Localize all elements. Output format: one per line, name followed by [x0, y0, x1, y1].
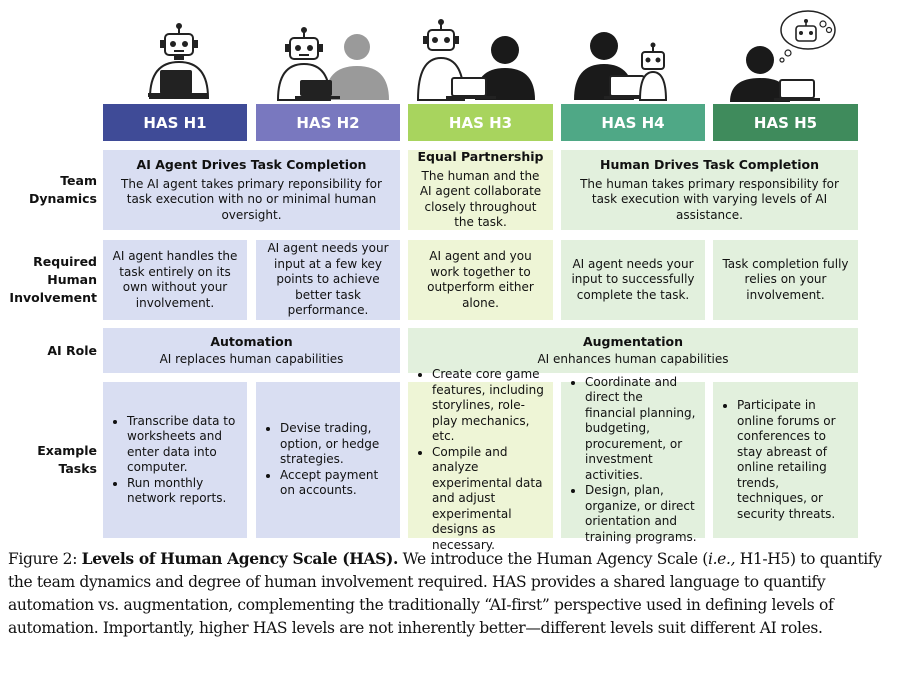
robot-and-human-equal-icon — [416, 19, 535, 101]
ai-role-automation-desc: AI replaces human capabilities — [159, 351, 344, 366]
list-item: Design, plan, organize, or direct orient… — [585, 483, 697, 545]
caption-text-b: H1-H5) to quantify the team dynamics and… — [8, 550, 882, 637]
tasks-h3: Create core game features, including sto… — [408, 367, 553, 552]
ai-role-augmentation-title: Augmentation — [582, 334, 684, 349]
team-dynamics-human-drives-desc: The human takes primary responsibility f… — [580, 176, 839, 222]
human-with-robot-helper-icon — [574, 32, 668, 101]
ai-role-augmentation-desc: AI enhances human capabilities — [537, 351, 729, 366]
ai-role-augmentation: Augmentation AI enhances human capabilit… — [408, 328, 858, 373]
figure-caption: Figure 2: Levels of Human Agency Scale (… — [8, 547, 892, 640]
team-dynamics-human-drives-title: Human Drives Task Completion — [599, 157, 819, 172]
team-dynamics-human-drives: Human Drives Task Completion The human t… — [561, 150, 858, 230]
robot-with-human-icon — [276, 27, 389, 101]
caption-bold: Levels of Human Agency Scale (HAS). — [81, 549, 399, 568]
ai-role-automation-title: Automation — [210, 334, 293, 349]
header-has-h2: HAS H2 — [256, 104, 400, 141]
involvement-h3: AI agent and you work together to outper… — [408, 240, 553, 320]
caption-label: Figure 2: — [8, 550, 78, 568]
team-dynamics-equal-title: Equal Partnership — [417, 149, 544, 165]
tasks-h5: Participate in online forums or conferen… — [713, 382, 858, 538]
team-dynamics-equal-desc: The human and the AI agent collaborate c… — [419, 168, 542, 230]
header-has-h5: HAS H5 — [713, 104, 858, 141]
involvement-h1: AI agent handles the task entirely on it… — [103, 240, 247, 320]
human-thinking-of-robot-icon — [730, 10, 836, 102]
team-dynamics-ai-drives-desc: The AI agent takes primary reponsibility… — [121, 176, 382, 222]
list-item: Compile and analyze experimental data an… — [432, 445, 545, 554]
header-has-h4: HAS H4 — [561, 104, 705, 141]
list-item: Accept payment on accounts. — [280, 468, 392, 499]
caption-ie: i.e., — [707, 550, 736, 568]
involvement-h5: Task completion fully relies on your inv… — [713, 240, 858, 320]
row-label-ai-role: AI Role — [47, 342, 97, 358]
list-item: Run monthly network reports. — [127, 476, 239, 507]
tasks-h2: Devise trading, option, or hedge strateg… — [256, 382, 400, 538]
list-item: Create core game features, including sto… — [432, 367, 545, 445]
has-illustrations — [148, 10, 836, 102]
list-item: Devise trading, option, or hedge strateg… — [280, 421, 392, 468]
row-label-team-dynamics: Team Dynamics — [28, 173, 97, 206]
involvement-h2: AI agent needs your input at a few key p… — [256, 240, 400, 320]
involvement-h4: AI agent needs your input to successfull… — [561, 240, 705, 320]
ai-role-automation: Automation AI replaces human capabilitie… — [103, 328, 400, 373]
tasks-h1: Transcribe data to worksheets and enter … — [103, 382, 247, 538]
caption-text-a: We introduce the Human Agency Scale ( — [398, 550, 709, 568]
row-label-required-involvement: Required Human Involvement — [9, 254, 97, 305]
team-dynamics-equal: Equal Partnership The human and the AI a… — [408, 149, 553, 230]
robot-at-laptop-icon — [148, 23, 210, 99]
header-has-h3: HAS H3 — [408, 104, 553, 141]
header-has-h1: HAS H1 — [103, 104, 247, 141]
list-item: Participate in online forums or conferen… — [737, 398, 850, 522]
team-dynamics-ai-drives: AI Agent Drives Task Completion The AI a… — [103, 150, 400, 230]
team-dynamics-ai-drives-title: AI Agent Drives Task Completion — [136, 157, 367, 172]
row-label-example-tasks: Example Tasks — [37, 443, 97, 476]
list-item: Transcribe data to worksheets and enter … — [127, 414, 239, 476]
tasks-h4: Coordinate and direct the financial plan… — [561, 375, 705, 544]
list-item: Coordinate and direct the financial plan… — [585, 375, 697, 484]
